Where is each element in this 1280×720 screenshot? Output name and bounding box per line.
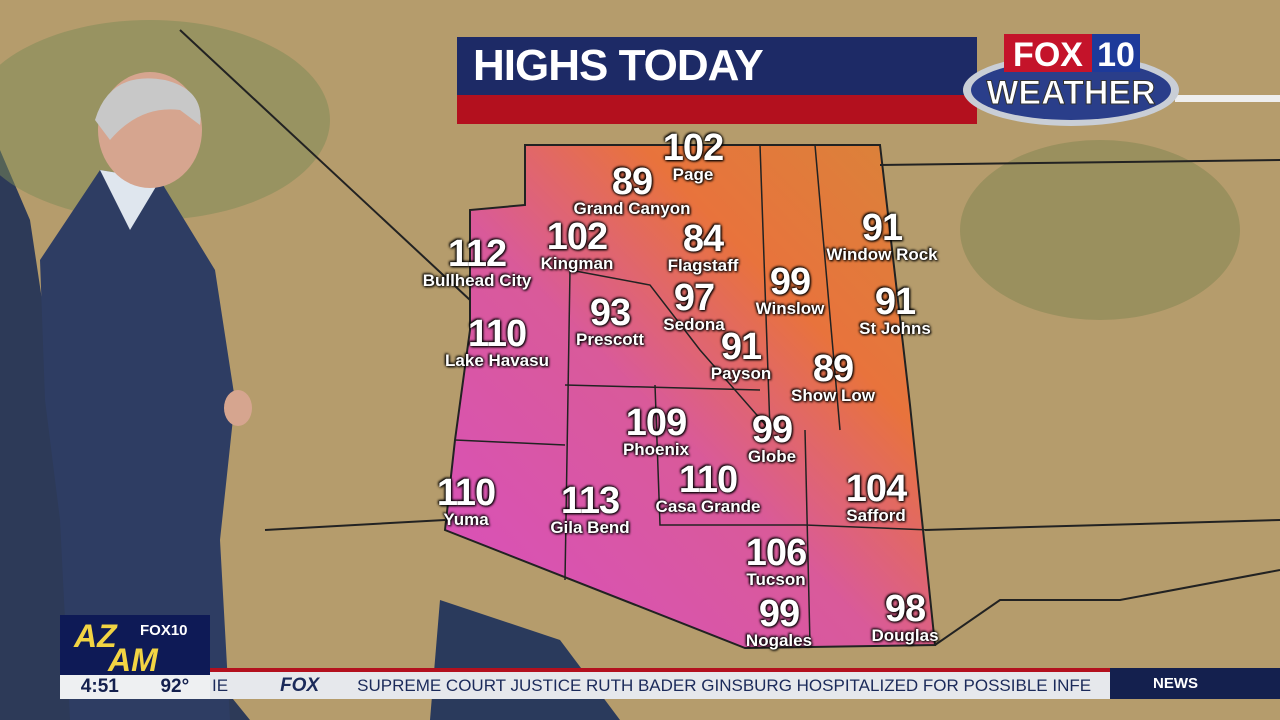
city-name: Douglas: [871, 626, 939, 645]
city-name: Sedona: [663, 315, 725, 334]
city-name: Lake Havasu: [445, 351, 549, 370]
city-name: Casa Grande: [655, 497, 761, 516]
temp: 112: [447, 233, 507, 275]
logo-line: [1175, 95, 1280, 102]
city-label: 109 Phoenix: [622, 402, 690, 459]
ocean: [0, 150, 250, 720]
city-name: Globe: [747, 447, 797, 466]
city-label: 98 Douglas: [871, 588, 939, 645]
temp: 93: [589, 292, 631, 334]
temp: 102: [546, 216, 608, 258]
temp: 84: [682, 218, 724, 260]
ticker-headline: SUPREME COURT JUSTICE RUTH BADER GINSBUR…: [357, 676, 1092, 695]
city-name: Gila Bend: [550, 518, 630, 537]
temp: 91: [720, 326, 762, 368]
ticker-lead: IE: [212, 676, 229, 695]
city-label: 110 Casa Grande: [655, 459, 761, 516]
city-label: 104 Safford: [845, 468, 907, 525]
city-name: Page: [672, 165, 714, 184]
svg-text:FOX: FOX: [1013, 36, 1083, 74]
temp: 91: [874, 281, 916, 323]
temp: 99: [751, 409, 793, 451]
city-label: 110 Lake Havasu: [445, 313, 549, 370]
arizona: [443, 144, 937, 650]
city-name: Safford: [846, 506, 906, 525]
city-name: Phoenix: [622, 440, 690, 459]
city-name: Prescott: [575, 330, 645, 349]
city-name: Yuma: [443, 510, 489, 529]
city-label: 99 Winslow: [755, 261, 825, 318]
city-label: 112 Bullhead City: [422, 233, 532, 290]
temp: 89: [812, 348, 854, 390]
az-am-logo-art: AZ FOX10 AM: [73, 618, 188, 678]
title-banner: HIGHS TODAY: [457, 37, 977, 124]
temp: 98: [884, 588, 926, 630]
state-borders: [179, 29, 1280, 646]
county-lines: [454, 144, 931, 646]
city-name: Flagstaff: [667, 256, 739, 275]
presenter: [40, 72, 252, 720]
city-label: 97 Sedona: [663, 277, 725, 334]
temp: 109: [625, 402, 687, 444]
clock-time: 4:51: [80, 676, 119, 697]
temp: 89: [611, 161, 653, 203]
az-am-logo: AZ FOX10 AM: [60, 615, 210, 678]
city-label: 89 Grand Canyon: [573, 161, 691, 218]
city-name: Kingman: [540, 254, 614, 273]
temp: 106: [745, 532, 807, 574]
city-name: Bullhead City: [422, 271, 532, 290]
city-label: 91 St Johns: [859, 281, 931, 338]
city-name: Grand Canyon: [573, 199, 691, 218]
title-underline: [457, 95, 977, 124]
city-name: Winslow: [755, 299, 825, 318]
current-temp: 92°: [160, 676, 190, 697]
city-label: 84 Flagstaff: [667, 218, 739, 275]
city-label: 113 Gila Bend: [550, 480, 630, 537]
city-label: 110 Yuma: [436, 472, 496, 529]
city-label: 102 Page: [662, 127, 724, 184]
svg-text:WEATHER: WEATHER: [986, 74, 1155, 112]
temp: 110: [467, 313, 527, 355]
city-name: Show Low: [790, 386, 876, 405]
temp: 99: [758, 593, 800, 635]
svg-text:10: 10: [1097, 36, 1135, 74]
temp: 113: [560, 480, 620, 522]
city-label: 106 Tucson: [745, 532, 807, 589]
svg-text:AM: AM: [107, 642, 159, 675]
city-name: St Johns: [859, 319, 931, 338]
city-name: Payson: [710, 364, 772, 383]
news-ticker: IE FOX SUPREME COURT JUSTICE RUTH BADER …: [210, 668, 1280, 699]
city-label: 91 Window Rock: [826, 207, 938, 264]
temp: 110: [678, 459, 738, 501]
city-label: 99 Globe: [747, 409, 797, 466]
page-title: HIGHS TODAY: [457, 37, 977, 95]
city-label: 91 Payson: [710, 326, 772, 383]
ticker-section: NEWS: [1110, 668, 1280, 699]
city-label: 99 Nogales: [745, 593, 813, 650]
fox10-weather-logo: FOX 10 WEATHER: [963, 34, 1179, 126]
svg-text:AZ: AZ: [73, 618, 118, 654]
station-bug: AZ FOX10 AM 4:51 92°: [60, 615, 210, 699]
temp: 104: [845, 468, 907, 510]
city-name: Tucson: [746, 570, 806, 589]
city-name: Nogales: [745, 631, 813, 650]
city-label: 93 Prescott: [575, 292, 645, 349]
temp: 91: [861, 207, 903, 249]
city-label: 102 Kingman: [540, 216, 614, 273]
temp: 99: [769, 261, 811, 303]
temp: 102: [662, 127, 724, 169]
temp: 110: [436, 472, 496, 514]
svg-text:FOX10: FOX10: [140, 622, 188, 639]
fox-logo: FOX: [280, 675, 320, 696]
temp: 97: [673, 277, 715, 319]
city-label: 89 Show Low: [790, 348, 876, 405]
city-name: Window Rock: [826, 245, 938, 264]
